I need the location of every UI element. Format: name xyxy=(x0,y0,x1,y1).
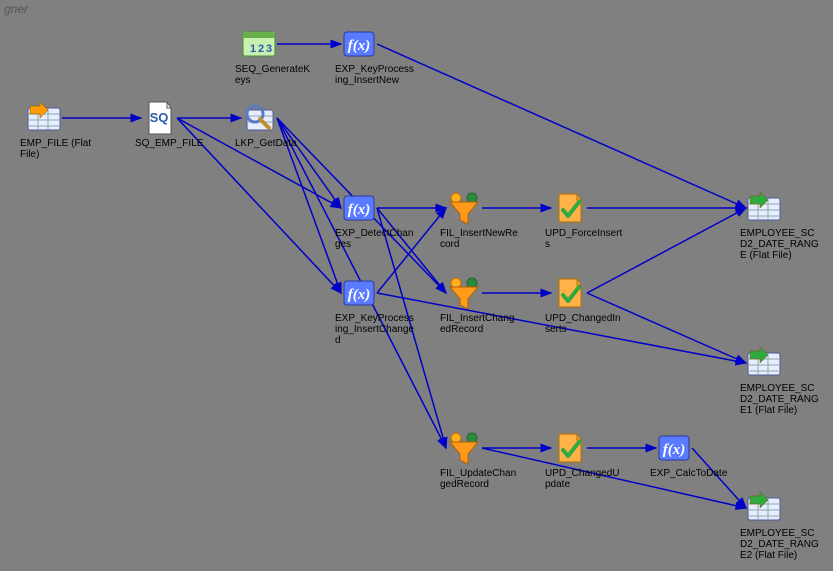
seq-icon: 1 2 3 xyxy=(241,26,277,62)
svg-text:f(x): f(x) xyxy=(348,202,371,218)
node-label: LKP_GetData xyxy=(235,138,315,149)
node-tgt2[interactable]: EMPLOYEE_SCD2_DATE_RANGE2 (Flat File) xyxy=(740,490,820,561)
update-icon xyxy=(551,275,587,311)
target-icon xyxy=(746,190,782,226)
node-exp_key_chg[interactable]: f(x) EXP_KeyProcessing_InsertChanged xyxy=(335,275,415,346)
exp-icon: f(x) xyxy=(341,26,377,62)
node-exp_detect[interactable]: f(x) EXP_DetectChanges xyxy=(335,190,415,250)
node-label: UPD_ForceInserts xyxy=(545,228,625,250)
svg-text:f(x): f(x) xyxy=(348,38,371,54)
link-layer xyxy=(0,0,833,571)
node-lkp_get[interactable]: LKP_GetData xyxy=(235,100,315,149)
node-label: SQ_EMP_FILE xyxy=(135,138,215,149)
link xyxy=(377,44,746,208)
node-exp_key_new[interactable]: f(x) EXP_KeyProcessing_InsertNew xyxy=(335,26,415,86)
svg-text:1: 1 xyxy=(250,43,256,55)
exp-icon: f(x) xyxy=(656,430,692,466)
node-tgt0[interactable]: EMPLOYEE_SCD2_DATE_RANGE (Flat File) xyxy=(740,190,820,261)
svg-text:2: 2 xyxy=(258,43,264,55)
svg-text:f(x): f(x) xyxy=(663,442,686,458)
node-fil_chg[interactable]: FIL_InsertChangedRecord xyxy=(440,275,520,335)
node-label: FIL_UpdateChangedRecord xyxy=(440,468,520,490)
lookup-icon xyxy=(241,100,277,136)
svg-text:3: 3 xyxy=(266,43,272,55)
node-label: EMP_FILE (Flat File) xyxy=(20,138,100,160)
node-label: EMPLOYEE_SCD2_DATE_RANGE2 (Flat File) xyxy=(740,528,820,561)
sq-icon: SQ xyxy=(141,100,177,136)
node-fil_new[interactable]: FIL_InsertNewRecord xyxy=(440,190,520,250)
node-upd_chgins[interactable]: UPD_ChangedInserts xyxy=(545,275,625,335)
node-upd_chgupd[interactable]: UPD_ChangedUpdate xyxy=(545,430,625,490)
node-sq_emp[interactable]: SQ SQ_EMP_FILE xyxy=(135,100,215,149)
update-icon xyxy=(551,190,587,226)
mapping-canvas[interactable]: gner EMP_FILE (Flat File) SQ SQ_EMP_FILE xyxy=(0,0,833,571)
node-fil_upd[interactable]: FIL_UpdateChangedRecord xyxy=(440,430,520,490)
target-icon xyxy=(746,490,782,526)
exp-icon: f(x) xyxy=(341,190,377,226)
node-tgt1[interactable]: EMPLOYEE_SCD2_DATE_RANGE1 (Flat File) xyxy=(740,345,820,416)
update-icon xyxy=(551,430,587,466)
filter-icon xyxy=(446,430,482,466)
node-label: FIL_InsertChangedRecord xyxy=(440,313,520,335)
target-icon xyxy=(746,345,782,381)
node-emp_file[interactable]: EMP_FILE (Flat File) xyxy=(20,100,100,160)
node-label: EXP_KeyProcessing_InsertNew xyxy=(335,64,415,86)
node-label: EXP_DetectChanges xyxy=(335,228,415,250)
node-exp_calc[interactable]: f(x) EXP_CalcToDate xyxy=(650,430,730,479)
node-label: FIL_InsertNewRecord xyxy=(440,228,520,250)
svg-text:SQ: SQ xyxy=(150,110,169,125)
source-icon xyxy=(26,100,62,136)
node-label: EMPLOYEE_SCD2_DATE_RANGE1 (Flat File) xyxy=(740,383,820,416)
filter-icon xyxy=(446,275,482,311)
node-label: UPD_ChangedUpdate xyxy=(545,468,625,490)
node-label: UPD_ChangedInserts xyxy=(545,313,625,335)
node-label: EXP_KeyProcessing_InsertChanged xyxy=(335,313,415,346)
node-seq_gen[interactable]: 1 2 3 SEQ_GenerateKeys xyxy=(235,26,315,86)
svg-text:f(x): f(x) xyxy=(348,287,371,303)
node-label: EXP_CalcToDate xyxy=(650,468,730,479)
node-upd_force[interactable]: UPD_ForceInserts xyxy=(545,190,625,250)
node-label: SEQ_GenerateKeys xyxy=(235,64,315,86)
filter-icon xyxy=(446,190,482,226)
node-label: EMPLOYEE_SCD2_DATE_RANGE (Flat File) xyxy=(740,228,820,261)
designer-title: gner xyxy=(4,2,28,16)
exp-icon: f(x) xyxy=(341,275,377,311)
